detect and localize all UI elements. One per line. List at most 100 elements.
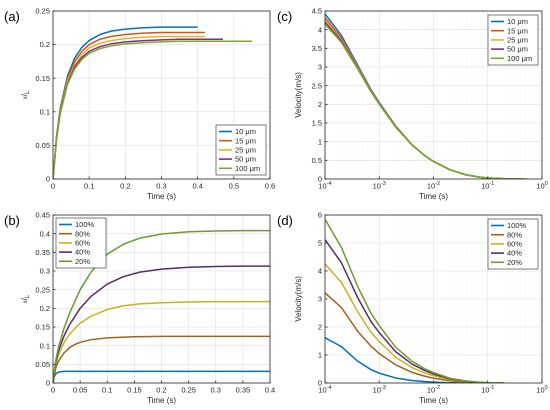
series-group	[325, 13, 528, 179]
x-tick-label: 0.2	[156, 386, 166, 395]
y-tick-label: 2	[318, 323, 322, 332]
y-tick-label: 1.5	[312, 119, 322, 128]
series-line-3	[53, 300, 270, 383]
legend-entry: 100%	[75, 220, 95, 229]
legend-entry: 50 μm	[235, 155, 256, 164]
x-tick-label: 0	[51, 182, 55, 191]
y-tick-label: 0	[318, 175, 322, 184]
series-group	[53, 229, 270, 383]
y-axis-label: Velocity(m/s)	[294, 72, 303, 118]
y-tick-label: 0.15	[35, 74, 50, 83]
legend-entry: 20%	[75, 257, 90, 266]
x-tick-label: 0.3	[211, 386, 221, 395]
x-tick-label: 0.4	[265, 386, 275, 395]
x-tick-label: 0.35	[236, 386, 251, 395]
y-tick-label: 0	[46, 175, 50, 184]
y-tick-label: 0.25	[35, 7, 50, 16]
series-line-2	[53, 335, 270, 383]
legend: 100%80%60%40%20%	[55, 217, 107, 269]
legend-entry: 10 μm	[235, 127, 256, 136]
y-tick-label: 2.5	[312, 81, 322, 90]
x-axis-label: Time (s)	[419, 396, 448, 405]
chart-panel-d: 10-4 10-3 10-2 10-1 100 0 1 2 3 4 5 6 Time (s) Veloci…	[277, 211, 548, 405]
y-tick-label: 0.15	[35, 323, 50, 332]
y-tick-label: 3.5	[312, 44, 322, 53]
x-tick-label: 10-4	[318, 385, 331, 395]
legend-entry: 10 μm	[507, 17, 528, 26]
series-line-5	[325, 23, 528, 179]
y-tick-label: 0.1	[40, 107, 50, 116]
y-tick-label: 0.2	[40, 40, 50, 49]
series-line-5	[53, 40, 252, 179]
legend-entry: 100%	[507, 221, 527, 230]
y-tick-label: 4	[318, 267, 322, 276]
legend-entry: 60%	[75, 239, 90, 248]
legend-entry: 100 μm	[507, 54, 532, 63]
x-axis-label: Time (s)	[419, 192, 448, 201]
legend-entry: 15 μm	[235, 136, 256, 145]
legend-entry: 25 μm	[507, 36, 528, 45]
x-tick-label: 0.3	[156, 182, 166, 191]
legend: 100%80%60%40%20%	[487, 218, 539, 270]
series-line-1	[53, 370, 270, 383]
legend-entry: 40%	[507, 249, 522, 258]
x-tick-label: 0.05	[73, 386, 88, 395]
y-axis-label: x/L	[20, 294, 31, 303]
y-tick-label: 0.2	[40, 304, 50, 313]
x-tick-label: 0.25	[181, 386, 196, 395]
series-line-5	[325, 218, 505, 383]
y-tick-label: 0	[46, 379, 50, 388]
x-tick-label: 0.6	[265, 182, 275, 191]
legend-entry: 50 μm	[507, 45, 528, 54]
x-tick-label: 100	[536, 181, 547, 191]
x-tick-label: 0.15	[127, 386, 142, 395]
legend-entry: 15 μm	[507, 26, 528, 35]
x-tick-label: 10-2	[427, 385, 440, 395]
y-tick-label: 4.5	[312, 7, 322, 16]
y-tick-label: 2	[318, 100, 322, 109]
y-tick-label: 0.35	[35, 248, 50, 257]
x-tick-label: 0	[51, 386, 55, 395]
x-tick-label: 10-2	[427, 181, 440, 191]
x-tick-label: 10-4	[318, 181, 331, 191]
panel-label: (a)	[4, 9, 20, 24]
legend-entry: 80%	[75, 229, 90, 238]
x-tick-label: 0.1	[84, 182, 94, 191]
y-tick-label: 3	[318, 63, 322, 72]
y-tick-label: 0.05	[35, 360, 50, 369]
x-axis-label: Time (s)	[147, 396, 176, 405]
x-tick-label: 0.5	[229, 182, 239, 191]
y-tick-label: 1	[318, 137, 322, 146]
x-axis-label: Time (s)	[147, 192, 176, 201]
y-tick-label: 4	[318, 25, 322, 34]
y-tick-label: 5	[318, 239, 322, 248]
chart-panel-b: 0 0.05 0.1 0.15 0.2 0.25 0.3 0.35 0.4 0 0.05 0.1 0.1…	[4, 211, 275, 405]
series-line-5	[53, 229, 270, 383]
series-group	[53, 26, 252, 179]
y-tick-label: 0.1	[40, 341, 50, 350]
x-tick-label: 10-3	[373, 385, 386, 395]
x-tick-label: 100	[536, 385, 547, 395]
x-tick-label: 0.2	[120, 182, 130, 191]
chart-panel-c: 10-4 10-3 10-2 10-1 100 0 0.5 1 1.5 2 2.5 3 3.5 4 4.5 T…	[277, 7, 548, 201]
legend-entry: 60%	[507, 240, 522, 249]
legend-entry: 25 μm	[235, 146, 256, 155]
y-tick-label: 0.5	[312, 156, 322, 165]
y-tick-label: 0.4	[40, 229, 50, 238]
legend-entry: 80%	[507, 230, 522, 239]
legend-box	[215, 124, 267, 176]
x-tick-label: 0.1	[102, 386, 112, 395]
x-tick-label: 10-1	[481, 385, 494, 395]
y-tick-label: 3	[318, 295, 322, 304]
y-axis-label: x/L	[20, 90, 31, 99]
y-axis-label: Velocity(m/s)	[294, 276, 303, 322]
y-tick-label: 1	[318, 351, 322, 360]
x-tick-label: 10-3	[373, 181, 386, 191]
x-tick-label: 10-1	[481, 181, 494, 191]
legend-entry: 20%	[507, 258, 522, 267]
legend-entry: 40%	[75, 248, 90, 257]
panel-label: (c)	[277, 9, 292, 24]
panel-label: (d)	[277, 213, 293, 228]
